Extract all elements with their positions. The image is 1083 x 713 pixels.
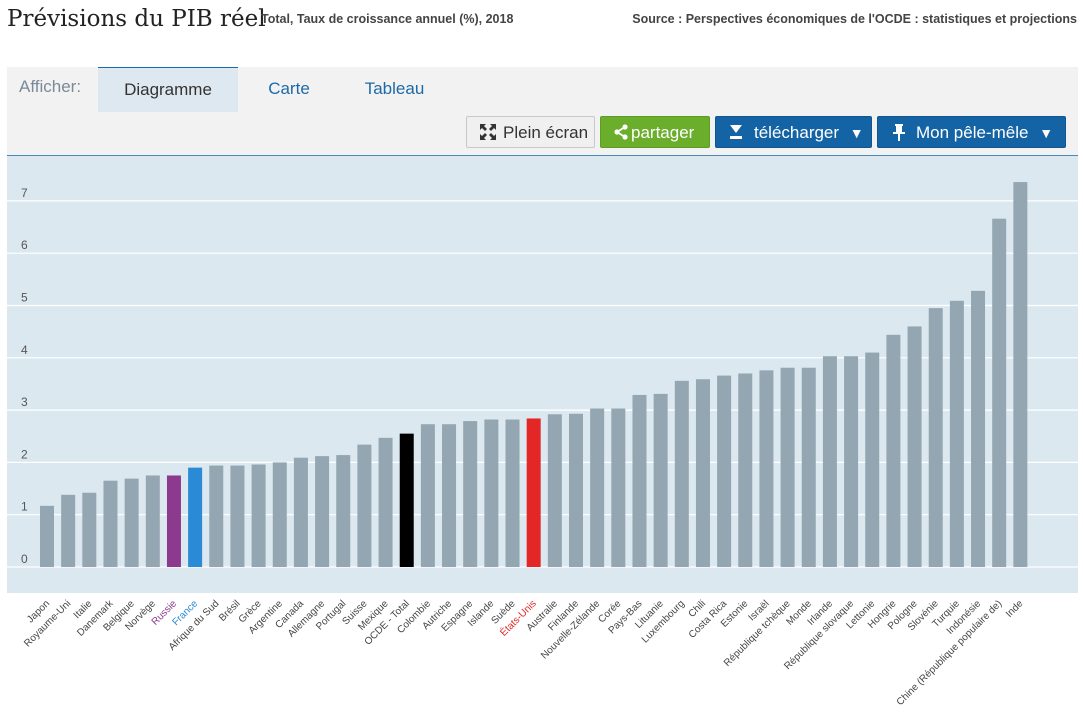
bar — [865, 352, 880, 567]
fullscreen-label: Plein écran — [503, 123, 589, 142]
y-tick-label: 5 — [21, 291, 28, 305]
dashboard-label: Mon pêle-mêle — [916, 123, 1029, 142]
bar — [420, 424, 435, 567]
bar — [188, 467, 203, 567]
download-label: télécharger — [754, 123, 840, 142]
bar — [695, 379, 710, 567]
bar — [928, 308, 943, 567]
bar — [336, 455, 351, 567]
bar — [992, 218, 1007, 567]
bar — [293, 457, 308, 567]
bar — [738, 373, 753, 567]
bar — [357, 444, 372, 567]
y-tick-label: 2 — [21, 447, 28, 461]
bar — [569, 413, 583, 567]
y-tick-label: 1 — [21, 500, 28, 514]
bar — [124, 478, 139, 567]
bar — [230, 465, 245, 567]
bar — [632, 394, 647, 567]
expand-icon — [479, 117, 497, 149]
bar — [251, 464, 266, 567]
pin-icon — [892, 117, 906, 149]
bar — [463, 421, 478, 567]
bar — [61, 494, 76, 567]
bar — [378, 437, 393, 567]
bar — [166, 475, 181, 567]
bar — [209, 465, 224, 567]
bar — [103, 480, 118, 567]
y-tick-label: 0 — [21, 552, 28, 566]
chart-svg: 01234567JaponRoyaume-UniItalieDanemarkBe… — [7, 156, 1078, 708]
bar — [886, 334, 901, 567]
bar — [145, 475, 160, 567]
dashboard-button[interactable]: Mon pêle-mêle ▼ — [877, 116, 1066, 148]
page-title: Prévisions du PIB réel — [7, 6, 266, 32]
share-icon — [613, 117, 629, 149]
bar — [82, 492, 97, 567]
share-label: partager — [631, 123, 695, 142]
bar — [1013, 182, 1028, 567]
bar — [822, 356, 837, 567]
caret-down-icon: ▼ — [1039, 125, 1054, 141]
y-tick-label: 7 — [21, 186, 28, 200]
x-tick-label: Inde — [1004, 598, 1026, 620]
bar — [611, 408, 626, 567]
tab-diagram[interactable]: Diagramme — [98, 67, 238, 112]
download-icon — [728, 117, 744, 149]
bar — [801, 367, 816, 567]
y-tick-label: 4 — [21, 343, 28, 357]
chart-header: Prévisions du PIB réel Total, Taux de cr… — [7, 4, 1079, 44]
bar — [907, 326, 922, 567]
bar — [971, 290, 986, 567]
bar — [949, 300, 964, 567]
bar — [653, 393, 668, 567]
bar — [547, 414, 562, 567]
toolbar-panel: Afficher: Diagramme Carte Tableau Plein … — [7, 67, 1078, 156]
bar — [526, 418, 541, 567]
bar — [780, 367, 795, 567]
bar — [40, 505, 54, 567]
bar — [844, 356, 859, 567]
tab-table[interactable]: Tableau — [364, 79, 425, 98]
caret-down-icon: ▼ — [849, 125, 864, 141]
bar — [442, 424, 457, 567]
show-label: Afficher: — [19, 77, 82, 96]
bar — [272, 462, 287, 567]
share-button[interactable]: partager — [600, 116, 710, 148]
gdp-bar-chart: 0 1 2 3 4 5 6 7 Japon Royaume-Uni Italie Danemark Be… — [7, 156, 1078, 713]
bar — [315, 456, 330, 567]
bar — [399, 433, 414, 567]
source-note: Source : Perspectives économiques de l'O… — [632, 12, 1077, 26]
tab-map[interactable]: Carte — [268, 79, 310, 98]
download-button[interactable]: télécharger ▼ — [715, 116, 872, 148]
bar — [590, 408, 605, 567]
bar — [484, 419, 499, 567]
bar — [505, 419, 520, 567]
fullscreen-button[interactable]: Plein écran — [466, 116, 595, 148]
y-tick-label: 3 — [21, 395, 28, 409]
y-tick-label: 6 — [21, 238, 28, 252]
page-subtitle: Total, Taux de croissance annuel (%), 20… — [261, 12, 514, 26]
bar — [717, 375, 732, 567]
bar — [674, 380, 689, 567]
bar — [759, 370, 774, 567]
